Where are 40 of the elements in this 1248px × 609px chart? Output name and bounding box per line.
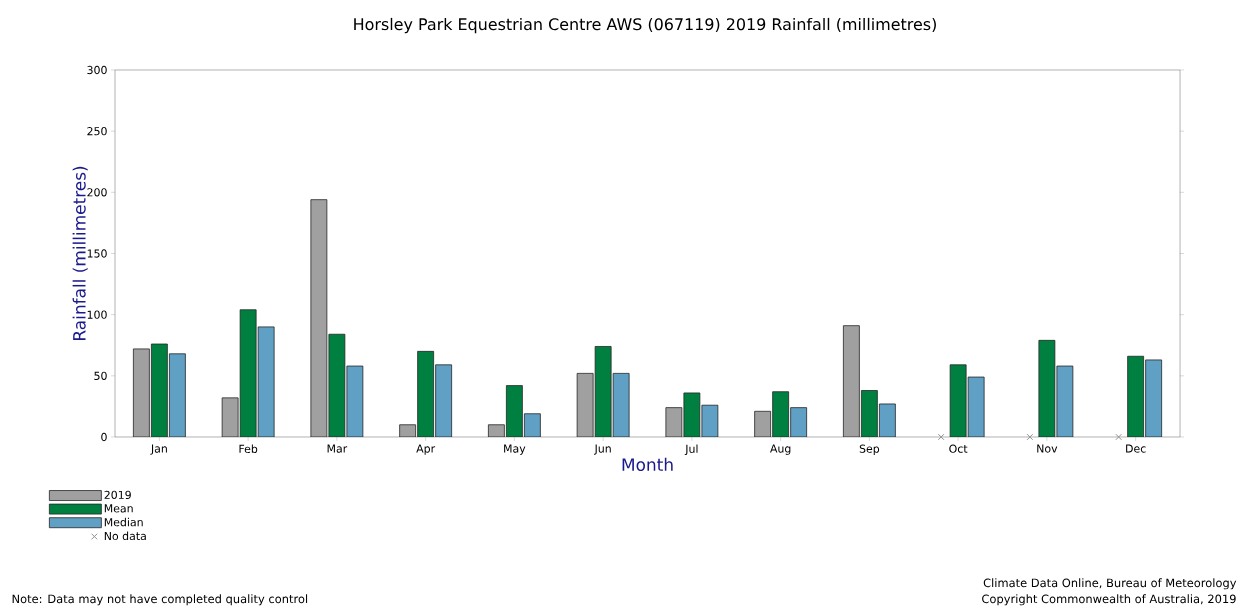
x-tick-label: Jun (594, 444, 611, 455)
legend-label: Median (104, 517, 143, 527)
y-tick-label: 250 (87, 127, 107, 136)
bar (417, 351, 435, 438)
x-tick-label: Jan (150, 444, 167, 455)
x-tick-label: Dec (1126, 444, 1146, 453)
text: Copyright Commonwealth of Australia, 2019 (982, 594, 1236, 606)
x-tick-label: Apr (416, 444, 436, 455)
y-tick-label: 150 (87, 249, 107, 258)
bar (505, 385, 523, 438)
y-axis-title: Rainfall (millimetres) (72, 166, 88, 341)
x-tick-label: May (504, 444, 526, 455)
x-tick-label: Jul (684, 444, 698, 456)
legend-label: Mean (104, 504, 133, 513)
y-tick-label: 0 (101, 433, 107, 442)
x-tick-label: Feb (239, 444, 258, 454)
text: Note: Data may not have completed quality control (12, 594, 308, 606)
bar (168, 353, 186, 438)
chart-title: Horsley Park Equestrian Centre AWS (067119) 2019 Rainfall (millimetres) (354, 18, 936, 34)
bar (772, 391, 790, 438)
y-tick-label: 300 (87, 66, 107, 75)
bar (842, 325, 860, 438)
text: Climate Data Online, Bureau of Meteorology (983, 578, 1237, 590)
bar (132, 348, 150, 438)
x-axis-title: Month (622, 458, 673, 472)
bar (435, 364, 453, 438)
legend-label: No data (104, 531, 146, 541)
y-tick-label: 50 (94, 371, 107, 381)
bar (1145, 359, 1163, 438)
x-tick-label: Aug (770, 444, 791, 455)
x-tick-label: Mar (327, 444, 348, 453)
bar (150, 343, 168, 438)
bar (860, 390, 878, 438)
y-tick-label: 200 (87, 188, 107, 197)
x-tick-label: Oct (949, 444, 968, 453)
x-tick-label: Nov (1037, 444, 1058, 453)
bar (1127, 356, 1145, 438)
y-tick-label: 100 (87, 310, 107, 319)
x-tick-label: Sep (859, 444, 880, 456)
legend-label: 2019 (104, 490, 131, 500)
